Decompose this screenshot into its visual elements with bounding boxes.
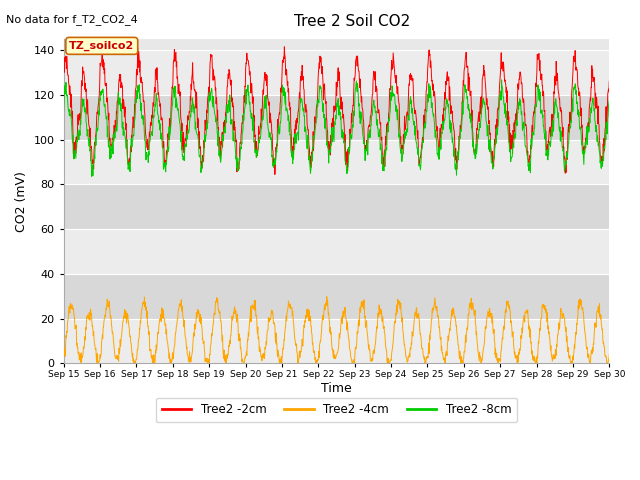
Y-axis label: CO2 (mV): CO2 (mV) <box>15 171 28 232</box>
Bar <box>64 140 609 184</box>
Bar <box>64 319 609 363</box>
Text: Tree 2 Soil CO2: Tree 2 Soil CO2 <box>294 14 410 29</box>
Bar <box>64 95 609 140</box>
Text: No data for f_T2_CO2_4: No data for f_T2_CO2_4 <box>6 14 138 25</box>
Bar <box>64 274 609 319</box>
Bar <box>64 184 609 229</box>
X-axis label: Time: Time <box>321 382 352 395</box>
Legend: Tree2 -2cm, Tree2 -4cm, Tree2 -8cm: Tree2 -2cm, Tree2 -4cm, Tree2 -8cm <box>156 397 517 422</box>
Bar <box>64 229 609 274</box>
Text: TZ_soilco2: TZ_soilco2 <box>69 41 134 51</box>
Bar <box>64 50 609 95</box>
